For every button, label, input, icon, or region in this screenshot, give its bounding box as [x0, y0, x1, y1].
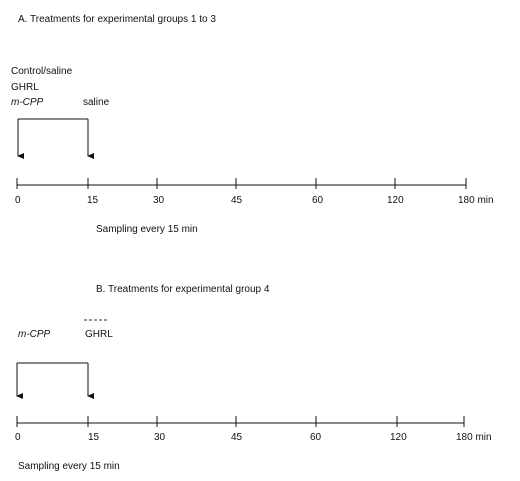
tick-label-180: 180 min	[458, 195, 494, 206]
tick-label-60: 60	[310, 432, 322, 443]
tick-label-30: 30	[153, 195, 165, 206]
treatment-label-ghrl: GHRL	[11, 82, 39, 93]
treatment-label-mcpp: m-CPP	[11, 97, 44, 108]
second-injection-label: GHRL	[85, 329, 113, 340]
tick-label-15: 15	[88, 432, 100, 443]
tick-label-60: 60	[312, 195, 324, 206]
tick-label-30: 30	[154, 432, 166, 443]
tick-label-120: 120	[387, 195, 404, 206]
tick-label-45: 45	[231, 432, 243, 443]
tick-label-15: 15	[87, 195, 99, 206]
panel-a-title: A. Treatments for experimental groups 1 …	[18, 14, 216, 25]
tick-label-180: 180 min	[456, 432, 492, 443]
timeline-axis	[16, 178, 467, 189]
tick-label-120: 120	[390, 432, 407, 443]
sampling-note: Sampling every 15 min	[18, 461, 120, 472]
sampling-note: Sampling every 15 min	[96, 224, 198, 235]
tick-label-0: 0	[15, 195, 21, 206]
injection-bracket	[16, 362, 94, 399]
tick-label-45: 45	[231, 195, 243, 206]
timeline-axis	[16, 416, 465, 427]
tick-label-0: 0	[15, 432, 21, 443]
second-injection-label: saline	[83, 97, 110, 108]
injection-bracket	[17, 118, 94, 159]
panel-b-title: B. Treatments for experimental group 4	[96, 284, 270, 295]
treatment-label-control: Control/saline	[11, 66, 73, 77]
first-injection-label: m-CPP	[18, 329, 51, 340]
